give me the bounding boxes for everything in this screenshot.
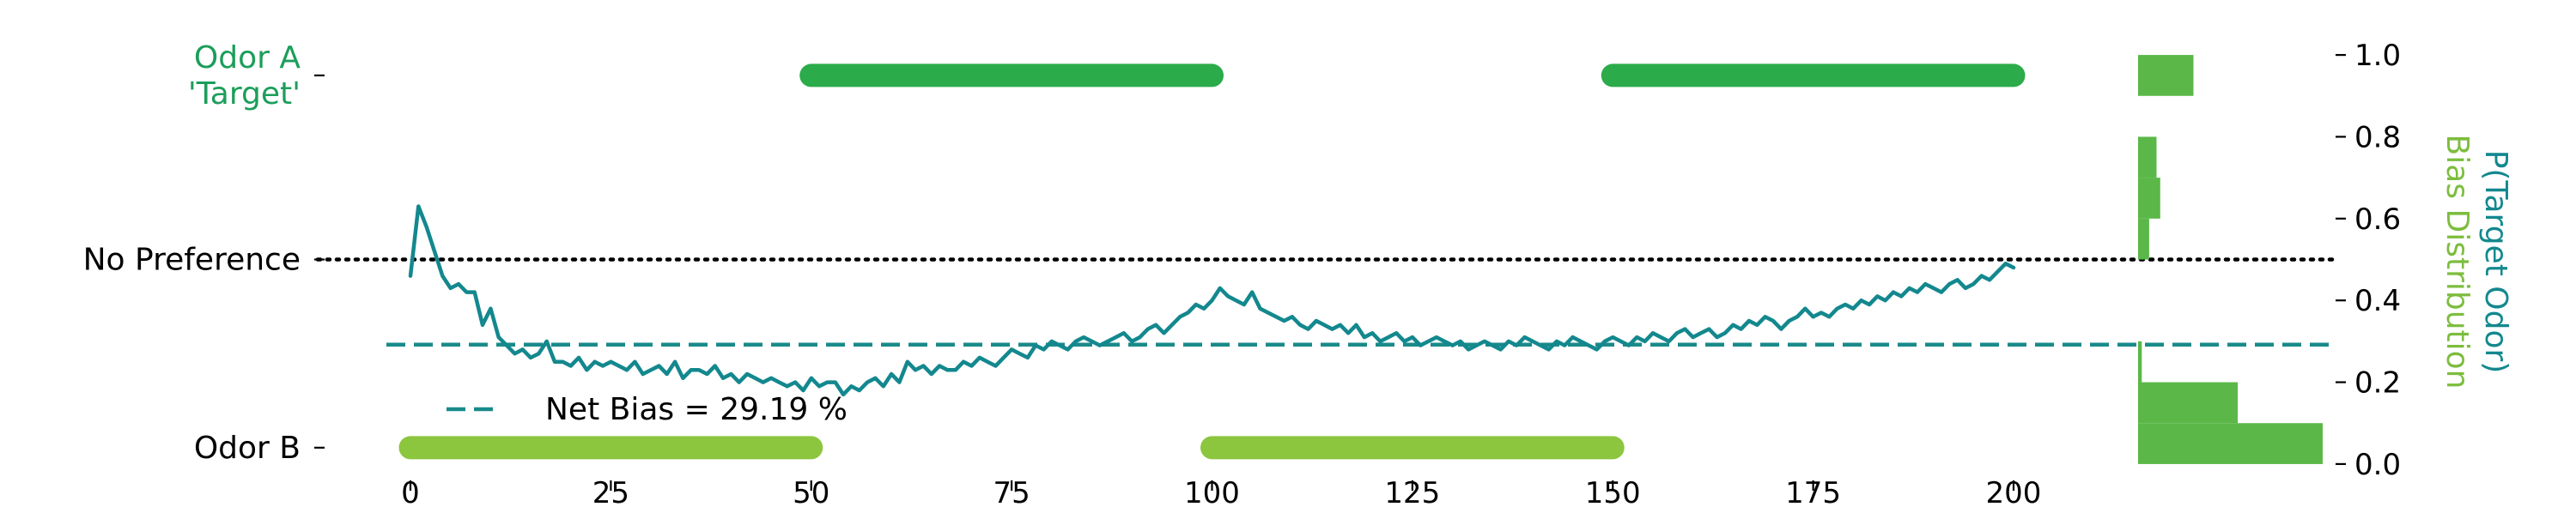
histogram-bar-4: [2138, 178, 2160, 219]
x-tick-label-0: 0: [401, 476, 420, 510]
y-tick-label-2: 0.4: [2354, 284, 2401, 318]
axes-layer: 0 25 50 75 100 125 150 175 200 0.0 0.2 0.4 0.6 0.8 1.0…: [83, 39, 2401, 510]
y-tick-label-3: 0.6: [2354, 202, 2401, 237]
legend: Net Bias = 29.19 %: [447, 392, 848, 427]
left-label-1: No Preference: [83, 243, 301, 278]
x-tick-label-100: 100: [1184, 476, 1240, 510]
series-line-0: [408, 204, 2016, 397]
legend-label-net-bias: Net Bias = 29.19 %: [545, 392, 848, 427]
left-label-line-0-1: 'Target': [188, 76, 301, 112]
x-tick-label-150: 150: [1585, 476, 1641, 510]
y-axis-label-bias-distribution: Bias Distribution: [2439, 135, 2475, 389]
histogram-bar-2: [2138, 341, 2142, 383]
right-axis-labels: P(Target Odor) Bias Distribution: [2439, 135, 2513, 389]
y-tick-label-4: 0.8: [2354, 120, 2401, 154]
x-tick-label-25: 25: [592, 476, 629, 510]
left-label-0: Odor A 'Target': [188, 40, 301, 112]
y-tick-label-0: 0.0: [2354, 448, 2401, 482]
bias-histogram-layer: [2138, 55, 2323, 464]
series-layer: [408, 204, 2016, 397]
histogram-bar-7: [2138, 55, 2194, 96]
left-label-line-0-0: Odor A: [194, 40, 301, 75]
y-tick-label-5: 1.0: [2354, 39, 2401, 73]
histogram-bar-0: [2138, 423, 2323, 464]
left-label-line-1-0: No Preference: [83, 243, 301, 278]
x-tick-label-50: 50: [793, 476, 829, 510]
odor-blocks-layer: [398, 63, 2026, 460]
x-tick-label-200: 200: [1986, 476, 2042, 510]
left-label-line-2-0: Odor B: [194, 431, 301, 466]
y-axis-label-target-odor: P(Target Odor): [2478, 150, 2513, 374]
histogram-bar-1: [2138, 382, 2239, 424]
histogram-bar-3: [2138, 218, 2149, 260]
x-tick-label-125: 125: [1384, 476, 1440, 510]
reference-lines-layer: [315, 257, 2338, 347]
x-tick-label-175: 175: [1785, 476, 1841, 510]
x-tick-label-75: 75: [993, 476, 1030, 510]
histogram-bar-5: [2138, 136, 2157, 178]
y-tick-label-1: 0.2: [2354, 366, 2401, 401]
left-label-2: Odor B: [194, 431, 301, 466]
